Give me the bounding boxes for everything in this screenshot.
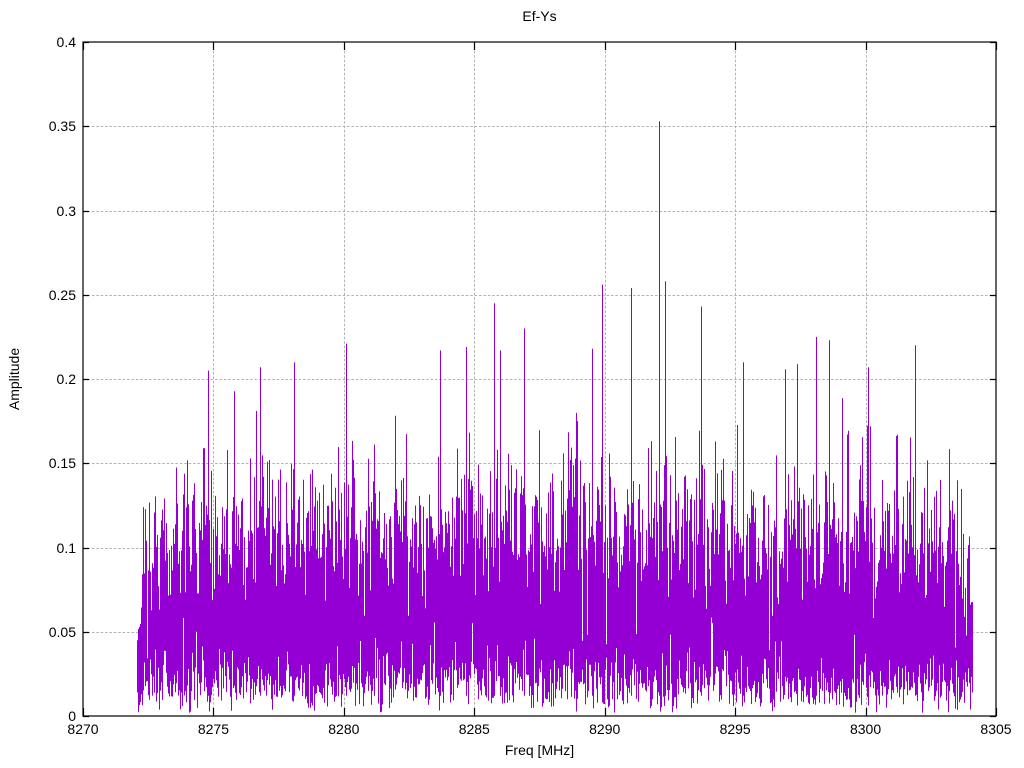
grid-lines bbox=[83, 42, 996, 716]
x-tick-label: 8270 bbox=[67, 721, 99, 737]
y-tick-label: 0.15 bbox=[48, 455, 76, 472]
y-tick-label: 0.25 bbox=[48, 286, 76, 303]
axis-ticks bbox=[82, 41, 998, 718]
series-peaks bbox=[208, 121, 916, 696]
series-line bbox=[137, 364, 973, 713]
x-tick-label: 8275 bbox=[197, 721, 229, 737]
y-tick-label: 0 bbox=[68, 708, 76, 724]
x-tick-label: 8290 bbox=[589, 721, 621, 737]
y-tick-label: 0.4 bbox=[56, 34, 76, 50]
y-tick-label: 0.35 bbox=[48, 118, 76, 135]
x-tick-label: 8305 bbox=[980, 721, 1012, 737]
y-tick-label: 0.2 bbox=[56, 371, 76, 387]
x-tick-label: 8280 bbox=[328, 721, 360, 737]
x-tick-label: 8285 bbox=[458, 721, 490, 737]
x-tick-label: 8300 bbox=[849, 721, 882, 737]
y-tick-label: 0.1 bbox=[56, 539, 76, 556]
x-axis-label: Freq [MHz] bbox=[504, 742, 575, 758]
x-tick-label: 8295 bbox=[719, 721, 751, 737]
y-tick-label: 0.3 bbox=[56, 202, 76, 219]
y-tick-label: 0.05 bbox=[48, 623, 76, 640]
chart-title: Ef-Ys bbox=[522, 8, 557, 24]
